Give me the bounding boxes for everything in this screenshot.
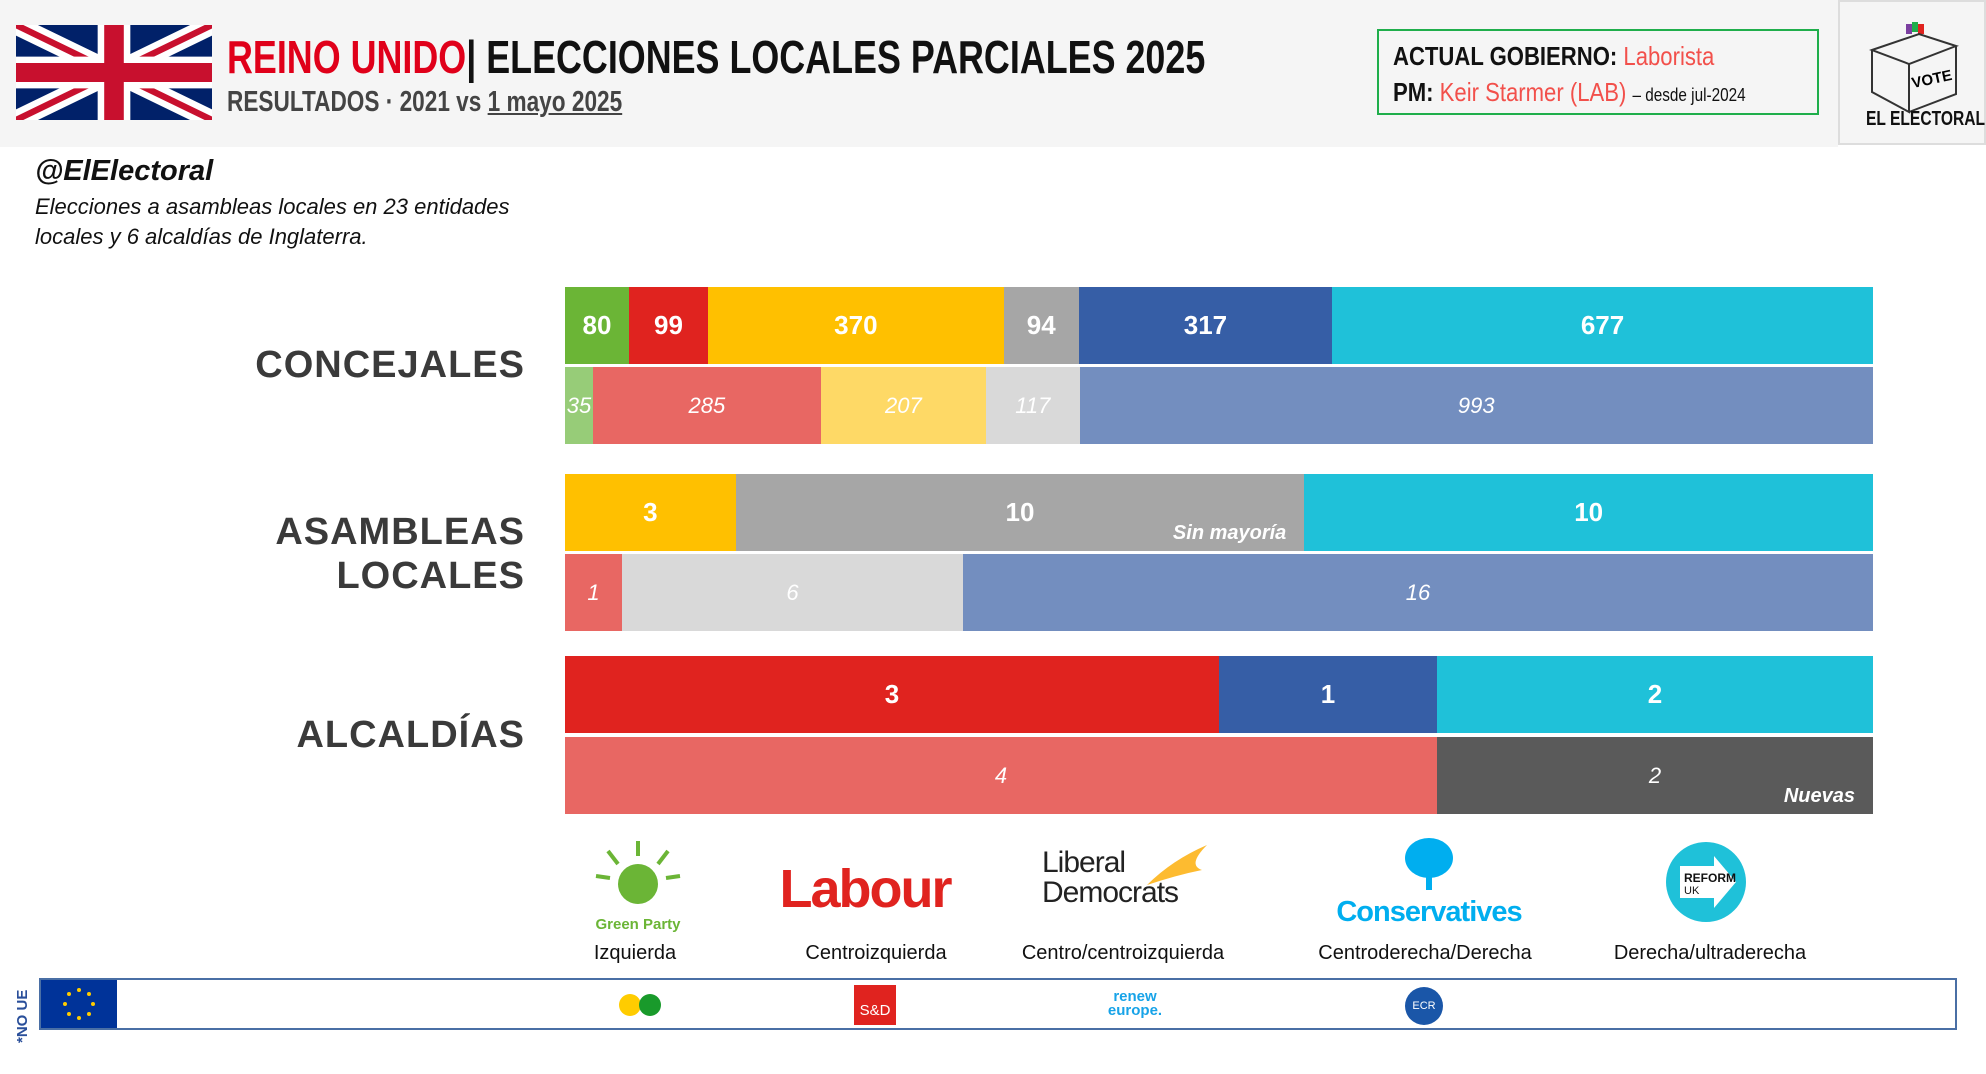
uk-flag-icon xyxy=(16,25,212,120)
bar-segment-green: 35 xyxy=(565,367,593,444)
svg-text:UK: UK xyxy=(1684,885,1700,897)
bar-segment-nuevas: 2 Nuevas xyxy=(1437,737,1873,814)
greens-efa-logo xyxy=(619,994,661,1016)
bar-segment-labour: 285 xyxy=(592,367,821,444)
bar-segment-labour: 3 xyxy=(565,656,1219,733)
svg-text:VOTE: VOTE xyxy=(1910,67,1953,92)
label-alcaldias: ALCALDÍAS xyxy=(296,714,525,756)
no-ue-note: *NO UE xyxy=(14,989,31,1043)
page-title: REINO UNIDO| ELECCIONES LOCALES PARCIALE… xyxy=(227,30,1205,84)
segment-value: 317 xyxy=(1183,310,1228,340)
ecr-logo: ECR xyxy=(1405,987,1443,1025)
oak-tree-icon xyxy=(1405,838,1453,890)
segment-value: 4 xyxy=(994,762,1008,788)
libdem-bird-icon xyxy=(1147,845,1207,885)
green-party-logo: Green Party xyxy=(595,841,681,933)
segment-value: 370 xyxy=(834,310,878,340)
segment-value: 10 xyxy=(1005,497,1035,527)
bar-segment-conservative: 1 xyxy=(1219,656,1437,733)
eu-flag-icon xyxy=(41,980,117,1028)
bar-segment-libdem: 3 xyxy=(565,474,736,551)
svg-text:Green Party: Green Party xyxy=(595,916,681,933)
bar-1-2025: 3 10 Sin mayoría 10 xyxy=(565,474,1874,551)
segment-value: 10 xyxy=(1574,497,1604,527)
title-text: | ELECCIONES LOCALES PARCIALES 2025 xyxy=(466,31,1206,83)
bar-segment-other: 6 xyxy=(621,554,964,631)
segment-value: 117 xyxy=(1015,392,1051,418)
ideology-labour: Centroizquierda xyxy=(805,942,947,964)
logo-brand: EL ELECTORAL xyxy=(1866,108,1986,130)
bar-segment-other: 94 xyxy=(1003,287,1079,364)
bar-segment-labour: 99 xyxy=(628,287,709,364)
pm-since: – desde jul-2024 xyxy=(1632,85,1746,105)
s-and-d-logo: S&D xyxy=(854,985,896,1025)
country-name: REINO UNIDO xyxy=(227,31,467,83)
segment-value: 35 xyxy=(566,392,592,418)
bar-2-2021: 4 2 Nuevas xyxy=(565,737,1873,814)
segment-value: 1 xyxy=(587,579,600,605)
segment-value: 6 xyxy=(786,579,799,605)
bar-2-2025: 3 1 2 xyxy=(565,656,1873,733)
segment-value: 2 xyxy=(1648,762,1662,788)
subtitle-prefix: RESULTADOS · 2021 vs xyxy=(227,86,488,118)
el-electoral-logo: VOTE EL ELECTORAL xyxy=(1838,0,1986,145)
bar-segment-libdem: 370 xyxy=(708,287,1004,364)
svg-text:REFORM: REFORM xyxy=(1684,871,1736,885)
ideology-conservatives: Centroderecha/Derecha xyxy=(1318,942,1532,964)
government-box: ACTUAL GOBIERNO: Laborista PM: Keir Star… xyxy=(1377,29,1819,115)
pm-name: Keir Starmer (LAB) xyxy=(1439,77,1627,107)
label-concejales: CONCEJALES xyxy=(255,344,525,386)
bar-segment-labour: 4 xyxy=(565,737,1437,814)
segment-value: 16 xyxy=(1405,579,1431,605)
bar-segment-green: 80 xyxy=(565,287,629,364)
bar-segment-other: 10 Sin mayoría xyxy=(735,474,1305,551)
pm-label: PM: xyxy=(1393,77,1434,107)
bar-1-2021: 1 6 16 xyxy=(565,554,1873,631)
eu-groups-band xyxy=(39,978,1957,1030)
bar-segment-labour: 1 xyxy=(565,554,622,631)
ideology-reform: Derecha/ultraderecha xyxy=(1613,942,1807,964)
segment-value: 677 xyxy=(1580,310,1625,340)
libdem-logo: Liberal Democrats xyxy=(1042,845,1212,908)
handle: @ElElectoral xyxy=(35,155,214,187)
bar-segment-conservative: 993 xyxy=(1079,367,1873,444)
bar-segment-reform: 10 xyxy=(1304,474,1874,551)
description: Elecciones a asambleas locales en 23 ent… xyxy=(35,194,510,249)
label-asambleas: ASAMBLEAS LOCALES xyxy=(275,511,525,597)
subtitle: RESULTADOS · 2021 vs 1 mayo 2025 xyxy=(227,86,622,119)
renew-europe-logo: renew europe. xyxy=(1107,988,1163,1019)
conservatives-logo: Conservatives xyxy=(1329,836,1529,929)
segment-note: Sin mayoría xyxy=(1172,522,1287,544)
segment-value: 2 xyxy=(1647,679,1663,709)
gov-label: ACTUAL GOBIERNO: xyxy=(1393,41,1618,71)
segment-value: 993 xyxy=(1457,392,1495,418)
subtitle-date: 1 mayo 2025 xyxy=(487,86,623,118)
segment-value: 99 xyxy=(654,310,683,340)
bar-0-2021: 35 285 207 117 993 xyxy=(565,367,1873,444)
segment-value: 94 xyxy=(1026,310,1056,340)
gov-party: Laborista xyxy=(1623,41,1715,71)
segment-value: 207 xyxy=(885,392,922,418)
ideology-green: Izquierda xyxy=(593,942,677,964)
bar-segment-conservative: 16 xyxy=(963,554,1873,631)
bar-segment-other: 117 xyxy=(986,367,1080,444)
bar-segment-reform: 677 xyxy=(1332,287,1874,364)
segment-note: Nuevas xyxy=(1783,785,1855,807)
segment-value: 1 xyxy=(1320,679,1336,709)
ballot-box-icon: VOTE xyxy=(1869,22,1960,114)
segment-value: 285 xyxy=(688,392,726,418)
segment-value: 3 xyxy=(884,679,900,709)
segment-value: 3 xyxy=(643,497,658,527)
segment-value: 80 xyxy=(582,310,612,340)
labour-logo: Labour xyxy=(779,859,953,919)
bar-segment-reform: 2 xyxy=(1437,656,1873,733)
bar-segment-conservative: 317 xyxy=(1078,287,1333,364)
ideology-libdem: Centro/centroizquierda xyxy=(1021,942,1225,964)
bar-0-2025: 80 99 370 94 317 677 xyxy=(565,287,1874,364)
bar-segment-libdem: 207 xyxy=(820,367,987,444)
reform-uk-logo: REFORM UK xyxy=(1666,842,1746,922)
